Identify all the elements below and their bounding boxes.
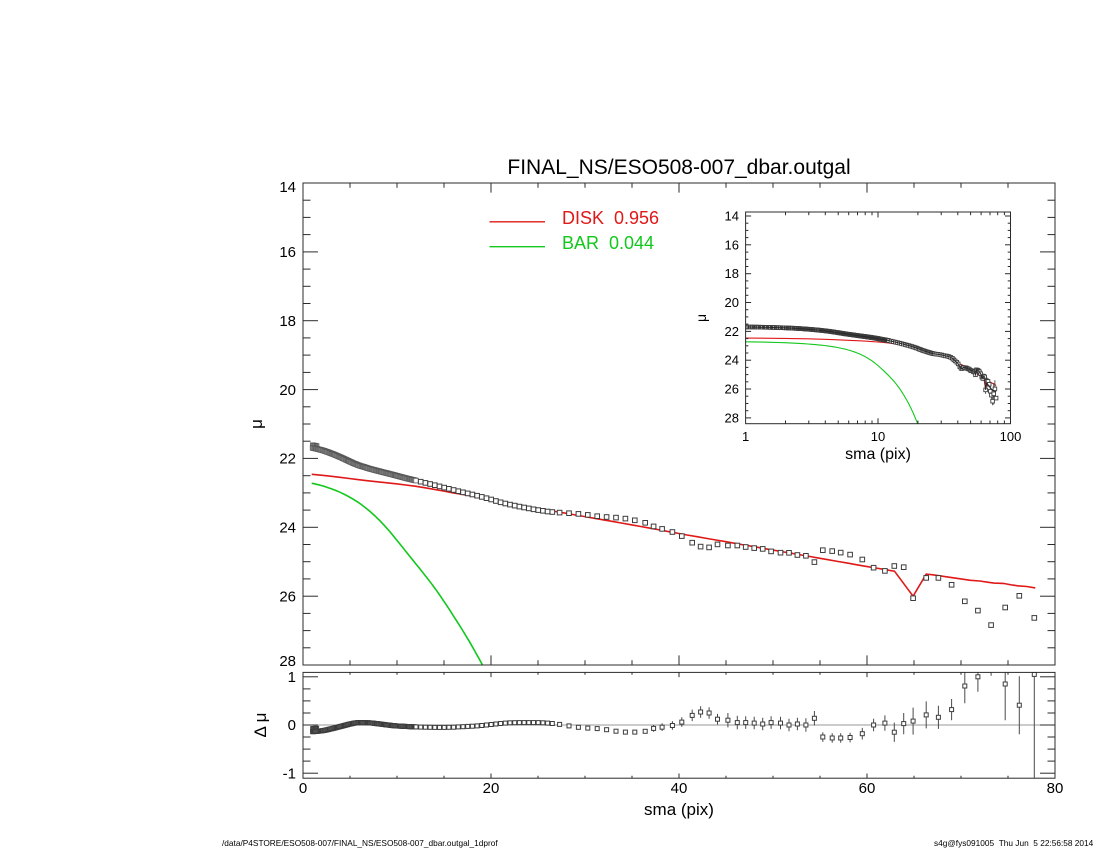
- svg-text:1: 1: [742, 429, 749, 444]
- svg-text:sma (pix): sma (pix): [644, 800, 714, 819]
- svg-text:20: 20: [725, 295, 739, 310]
- svg-text:26: 26: [279, 588, 296, 605]
- svg-text:18: 18: [279, 313, 296, 330]
- svg-text:40: 40: [671, 780, 688, 797]
- svg-text:100: 100: [1000, 429, 1022, 444]
- svg-text:16: 16: [279, 244, 296, 261]
- svg-text:BAR 0.044: BAR 0.044: [562, 233, 654, 253]
- svg-text:-1: -1: [283, 765, 296, 782]
- svg-text:μ: μ: [247, 419, 266, 429]
- svg-text:0: 0: [288, 717, 296, 734]
- svg-text:24: 24: [725, 353, 739, 368]
- svg-text:/data/P4STORE/ESO508-007/FINAL: /data/P4STORE/ESO508-007/FINAL_NS/ESO508…: [222, 838, 498, 848]
- svg-text:Δ μ: Δ μ: [251, 713, 270, 738]
- svg-text:10: 10: [871, 429, 885, 444]
- svg-text:24: 24: [279, 520, 296, 537]
- svg-text:s4g@fys091005 Thu Jun 5 22:5: s4g@fys091005 Thu Jun 5 22:56:58 2014: [934, 838, 1094, 848]
- svg-text:60: 60: [859, 780, 876, 797]
- svg-text:14: 14: [725, 209, 739, 224]
- svg-text:20: 20: [483, 780, 500, 797]
- svg-text:26: 26: [725, 382, 739, 397]
- svg-text:μ: μ: [693, 314, 709, 322]
- svg-text:16: 16: [725, 237, 739, 252]
- svg-text:18: 18: [725, 266, 739, 281]
- svg-text:DISK 0.956: DISK 0.956: [562, 208, 659, 228]
- svg-text:28: 28: [279, 653, 296, 670]
- svg-text:22: 22: [279, 451, 296, 468]
- svg-text:20: 20: [279, 382, 296, 399]
- svg-text:FINAL_NS/ESO508-007_dbar.outga: FINAL_NS/ESO508-007_dbar.outgal: [507, 156, 850, 179]
- svg-text:22: 22: [725, 324, 739, 339]
- svg-text:0: 0: [299, 780, 307, 797]
- svg-text:14: 14: [279, 179, 296, 196]
- svg-text:sma (pix): sma (pix): [845, 446, 911, 463]
- svg-text:80: 80: [1047, 780, 1064, 797]
- svg-text:1: 1: [288, 669, 296, 686]
- svg-text:28: 28: [725, 410, 739, 425]
